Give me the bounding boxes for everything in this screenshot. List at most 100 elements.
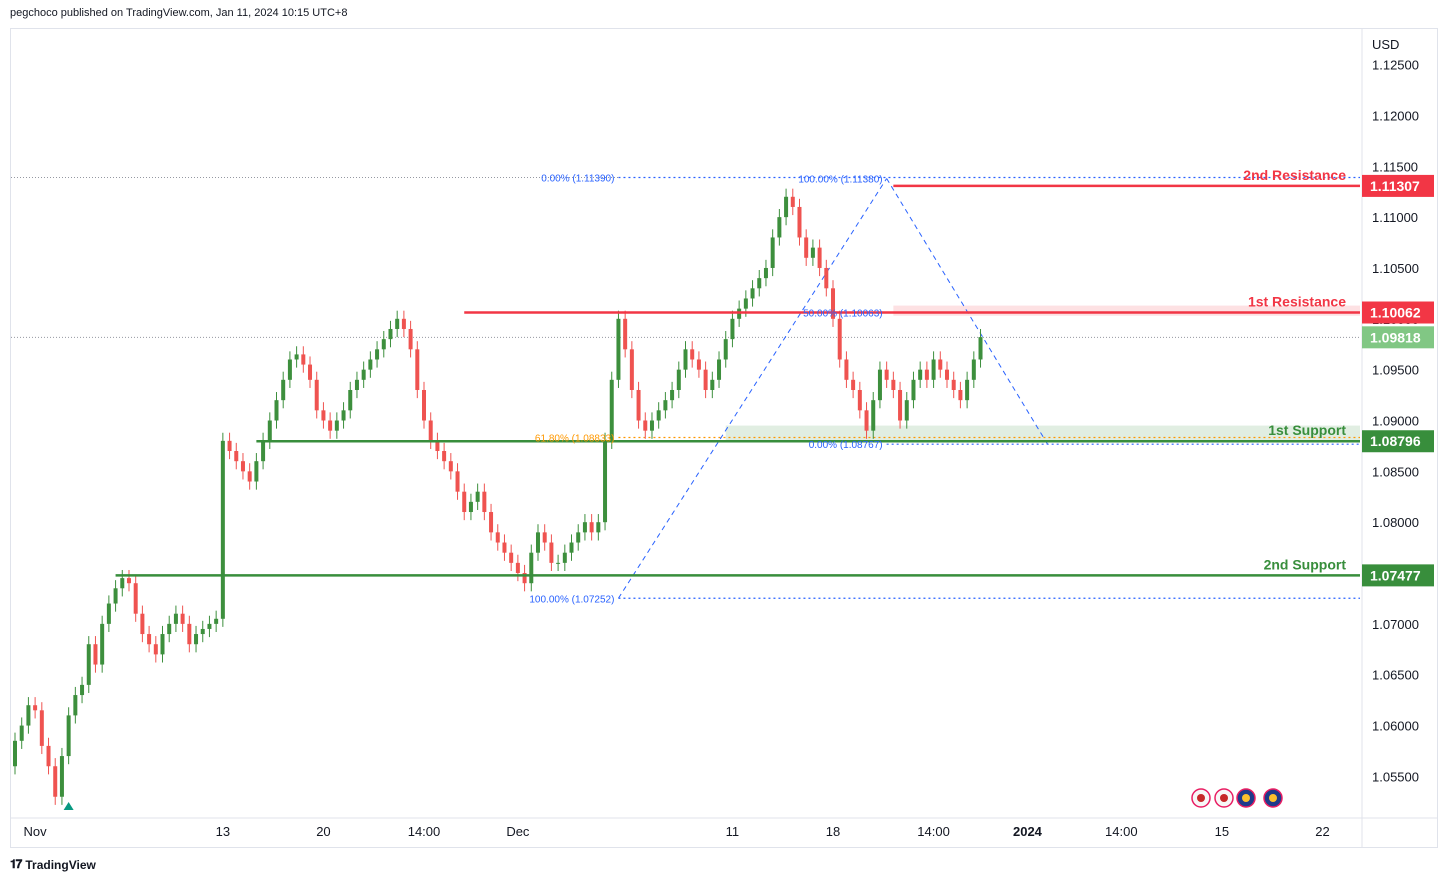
candle-body — [301, 354, 306, 365]
fib-label: 100.00% (1.07252) — [529, 594, 614, 605]
candle-body — [502, 542, 507, 553]
y-tick-label: 1.10500 — [1372, 261, 1419, 276]
y-tick-label: 1.05500 — [1372, 769, 1419, 784]
candle-body — [73, 695, 78, 716]
candle-body — [824, 267, 829, 289]
candle-body — [844, 359, 849, 380]
fib-label: 100.00% (1.11380) — [798, 174, 882, 185]
y-tick-label: 1.07000 — [1372, 617, 1419, 632]
candle-body — [877, 369, 882, 401]
price-tag — [1362, 174, 1434, 197]
level-label: 2nd Support — [1264, 556, 1347, 572]
x-tick-label: 15 — [1215, 824, 1229, 839]
candle-body — [180, 613, 185, 624]
candle-body — [368, 359, 373, 370]
candle-body — [656, 410, 661, 421]
candle-body — [831, 288, 836, 319]
last-price-tag — [1362, 326, 1434, 349]
candle-body — [810, 247, 815, 258]
us-flag-icon[interactable] — [1214, 788, 1234, 808]
candle-body — [743, 298, 748, 309]
x-tick-label: 11 — [726, 824, 740, 839]
last-price-tag-text: 1.09818 — [1370, 329, 1421, 345]
candle-body — [770, 237, 775, 268]
x-tick-label: 22 — [1315, 824, 1329, 839]
candle-body — [931, 359, 936, 380]
candle-body — [240, 461, 245, 472]
candle-body — [522, 573, 527, 584]
candle-body — [93, 644, 98, 665]
candle-body — [167, 623, 172, 635]
candle-body — [194, 634, 199, 645]
tradingview-logo-icon[interactable]: 𝟏𝟕 — [10, 857, 22, 871]
chart-frame — [10, 28, 1438, 848]
candle-body — [978, 337, 983, 360]
low-marker-icon — [63, 802, 74, 810]
x-tick-label: Dec — [506, 824, 530, 839]
candle-body — [395, 318, 400, 329]
candle-body — [66, 715, 71, 757]
candle-body — [334, 420, 339, 431]
candle-body — [348, 389, 353, 411]
fib-label: 50.00% (1.10063) — [803, 308, 883, 319]
candle-body — [871, 400, 876, 431]
candle-body — [448, 461, 453, 472]
candle-body — [944, 369, 949, 380]
fib-label: 0.00% (1.08767) — [809, 440, 883, 451]
candle-body — [596, 522, 601, 533]
candle-body — [482, 491, 487, 513]
candle-body — [884, 369, 889, 380]
candle-body — [247, 471, 252, 482]
candle-body — [274, 400, 279, 421]
price-tag-text: 1.10062 — [1370, 305, 1421, 321]
candle-body — [804, 237, 809, 258]
fib-label: 0.00% (1.11390) — [541, 173, 614, 184]
candle-body — [468, 501, 473, 513]
publish-info: pegchoco published on TradingView.com, J… — [10, 7, 348, 19]
candle-body — [515, 562, 520, 574]
x-tick-label: 2024 — [1013, 824, 1043, 839]
candle-body — [422, 389, 427, 421]
candle-body — [723, 339, 728, 360]
candle-body — [495, 532, 500, 543]
candle-body — [19, 725, 24, 741]
price-tag-text: 1.07477 — [1370, 567, 1421, 583]
price-tag — [1362, 301, 1434, 324]
candle-body — [790, 196, 795, 207]
candle-body — [589, 522, 594, 533]
x-tick-label: 14:00 — [1105, 824, 1138, 839]
candle-body — [261, 440, 266, 462]
candle-body — [670, 389, 675, 401]
candle-body — [207, 623, 212, 629]
us-flag-icon[interactable] — [1191, 788, 1211, 808]
x-tick-label: 14:00 — [408, 824, 441, 839]
x-tick-label: Nov — [24, 824, 48, 839]
y-tick-label: 1.08000 — [1372, 515, 1419, 530]
candle-body — [582, 522, 587, 533]
candle-body — [120, 578, 125, 589]
candle-body — [80, 684, 85, 696]
eu-flag-icon[interactable] — [1236, 788, 1256, 808]
candle-body — [958, 389, 963, 401]
candle-body — [777, 217, 782, 238]
candle-body — [106, 603, 111, 624]
candle-body — [971, 359, 976, 380]
brand-name[interactable]: TradingView — [25, 857, 96, 872]
eu-flag-icon[interactable] — [1263, 788, 1283, 808]
candle-body — [509, 552, 514, 563]
support-zone — [725, 425, 1360, 441]
candle-body — [113, 588, 118, 604]
candle-body — [354, 379, 359, 390]
y-tick-label: 1.12500 — [1372, 58, 1419, 73]
candle-body — [717, 359, 722, 380]
candle-body — [39, 710, 44, 746]
candle-body — [529, 552, 534, 584]
currency-label[interactable]: USD — [1372, 37, 1399, 52]
candle-body — [629, 349, 634, 390]
y-tick-label: 1.09000 — [1372, 414, 1419, 429]
fib-label: 61.80% (1.08833) — [535, 433, 615, 444]
candle-body — [683, 349, 688, 370]
candle-body — [924, 369, 929, 380]
candle-body — [891, 379, 896, 390]
